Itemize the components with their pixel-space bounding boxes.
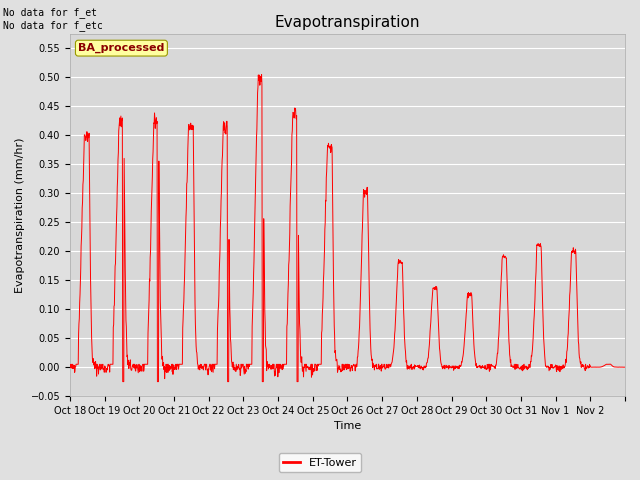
Text: No data for f_et
No data for f_etc: No data for f_et No data for f_etc [3,7,103,31]
Title: Evapotranspiration: Evapotranspiration [275,15,420,30]
Text: BA_processed: BA_processed [78,43,164,53]
Y-axis label: Evapotranspiration (mm/hr): Evapotranspiration (mm/hr) [15,137,25,293]
X-axis label: Time: Time [334,421,361,432]
Legend: ET-Tower: ET-Tower [279,453,361,472]
